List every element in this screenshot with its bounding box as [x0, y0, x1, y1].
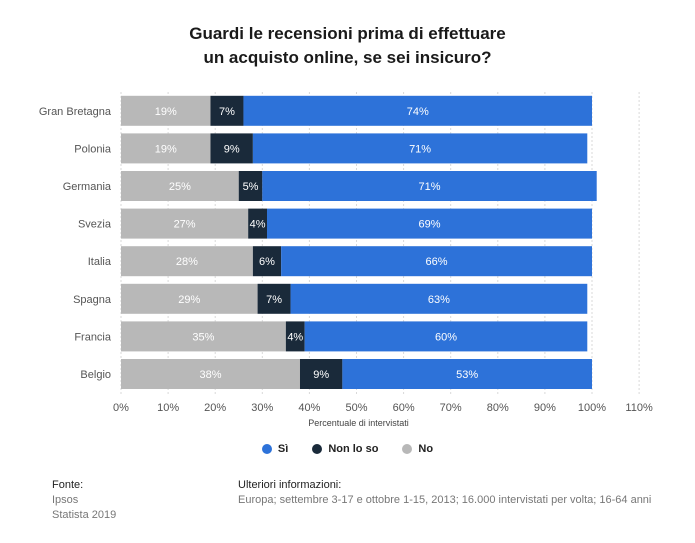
data-label-non-lo-so-polonia: 9%: [224, 143, 240, 155]
legend-dot-non-lo-so: [312, 444, 323, 454]
footer-source: Fonte: Ipsos Statista 2019: [52, 478, 116, 523]
bar-si-gran-bretagna[interactable]: [243, 95, 592, 126]
data-label-no-svezia: 27%: [174, 219, 196, 231]
bar-no-gran-bretagna[interactable]: [121, 95, 211, 126]
x-tick-label-100: 100%: [578, 402, 606, 414]
bar-non-lo-so-spagna[interactable]: [257, 283, 291, 314]
data-label-non-lo-so-belgio: 9%: [313, 369, 329, 381]
x-tick-label-60: 60%: [393, 402, 415, 414]
x-tick-label-90: 90%: [534, 402, 556, 414]
category-label-germania: Germania: [63, 181, 112, 193]
legend-label-si: Sì: [277, 443, 289, 455]
x-tick-label-40: 40%: [298, 402, 320, 414]
category-label-gran-bretagna: Gran Bretagna: [39, 106, 112, 118]
bar-si-germania[interactable]: [262, 171, 597, 201]
bar-non-lo-so-francia[interactable]: [285, 321, 305, 352]
data-label-non-lo-so-germania: 5%: [243, 181, 259, 193]
bar-no-germania[interactable]: [121, 171, 239, 201]
x-tick-label-110: 110%: [625, 402, 653, 414]
data-label-si-italia: 66%: [426, 256, 448, 268]
footer-info: Ulteriori informazioni: Europa; settembr…: [238, 478, 651, 508]
data-label-si-spagna: 63%: [428, 294, 450, 306]
bar-non-lo-so-polonia[interactable]: [210, 133, 253, 164]
legend-item-no[interactable]: No: [402, 443, 433, 455]
bar-non-lo-so-germania[interactable]: [238, 171, 263, 201]
legend-item-non-lo-so[interactable]: Non lo so: [312, 443, 378, 455]
legend-dot-si: [261, 444, 272, 454]
data-label-si-germania: 71%: [418, 181, 440, 193]
data-label-non-lo-so-spagna: 7%: [266, 294, 282, 306]
data-label-no-germania: 25%: [169, 181, 191, 193]
bar-no-francia[interactable]: [121, 321, 286, 352]
legend-label-no: No: [418, 443, 434, 455]
bar-non-lo-so-gran-bretagna[interactable]: [210, 95, 244, 126]
bar-non-lo-so-italia[interactable]: [252, 246, 282, 277]
category-label-belgio: Belgio: [80, 369, 111, 381]
bar-si-francia[interactable]: [304, 321, 588, 352]
legend-label-non-lo-so: Non lo so: [328, 443, 379, 455]
data-label-si-francia: 60%: [435, 331, 457, 343]
bar-no-polonia[interactable]: [121, 133, 211, 164]
source-line-2: Statista 2019: [52, 509, 117, 521]
stacked-bar-chart: 0% 10% 20% 30% 40% 50% 60% 70% 80% 90% 100% 110% Per…: [39, 92, 653, 428]
info-title: Ulteriori informazioni:: [238, 479, 342, 491]
data-label-no-italia: 28%: [176, 256, 198, 268]
x-tick-label-0: 0%: [113, 402, 129, 414]
bar-no-belgio[interactable]: [121, 359, 300, 389]
data-label-no-belgio: 38%: [199, 369, 221, 381]
data-label-no-polonia: 19%: [155, 143, 177, 155]
category-label-francia: Francia: [74, 331, 112, 343]
bar-no-svezia[interactable]: [121, 208, 249, 239]
chart-title-line-2: un acquisto online, se sei insicuro?: [203, 48, 492, 67]
bar-si-svezia[interactable]: [267, 208, 592, 239]
bar-si-spagna[interactable]: [290, 283, 588, 314]
chart-legend: Sì Non lo so No: [0, 443, 695, 455]
data-label-non-lo-so-svezia: 4%: [250, 219, 266, 231]
bar-si-belgio[interactable]: [342, 359, 592, 389]
chart-title-line-1: Guardi le recensioni prima di effettuare: [189, 24, 506, 43]
x-tick-label-50: 50%: [345, 402, 367, 414]
source-title: Fonte:: [52, 479, 84, 491]
category-label-svezia: Svezia: [78, 219, 112, 231]
data-label-si-gran-bretagna: 74%: [407, 106, 429, 118]
x-tick-label-70: 70%: [440, 402, 462, 414]
legend-dot-no: [402, 444, 413, 454]
source-line-1: Ipsos: [52, 494, 79, 506]
bar-no-spagna[interactable]: [121, 283, 258, 314]
bar-non-lo-so-svezia[interactable]: [248, 208, 268, 239]
x-tick-label-10: 10%: [157, 402, 179, 414]
data-label-no-francia: 35%: [192, 331, 214, 343]
data-label-si-svezia: 69%: [418, 219, 440, 231]
x-tick-label-30: 30%: [251, 402, 273, 414]
data-label-no-gran-bretagna: 19%: [155, 106, 177, 118]
legend-item-si[interactable]: Sì: [261, 443, 289, 455]
x-axis-title: Percentuale di intervistati: [308, 418, 409, 428]
bar-si-polonia[interactable]: [252, 133, 588, 164]
data-label-non-lo-so-gran-bretagna: 7%: [219, 106, 235, 118]
data-label-no-spagna: 29%: [178, 294, 200, 306]
info-text: Europa; settembre 3-17 e ottobre 1-15, 2…: [238, 494, 652, 506]
bar-si-italia[interactable]: [281, 246, 592, 277]
category-label-spagna: Spagna: [73, 294, 112, 306]
x-tick-label-20: 20%: [204, 402, 226, 414]
data-label-non-lo-so-francia: 4%: [287, 331, 303, 343]
chart-title: Guardi le recensioni prima di effettuare…: [0, 22, 695, 70]
data-label-non-lo-so-italia: 6%: [259, 256, 275, 268]
data-label-si-polonia: 71%: [409, 143, 431, 155]
category-label-polonia: Polonia: [74, 143, 112, 155]
bar-no-italia[interactable]: [121, 246, 253, 277]
data-label-si-belgio: 53%: [456, 369, 478, 381]
bar-non-lo-so-belgio[interactable]: [299, 359, 343, 389]
category-label-italia: Italia: [88, 256, 112, 268]
x-tick-label-80: 80%: [487, 402, 509, 414]
